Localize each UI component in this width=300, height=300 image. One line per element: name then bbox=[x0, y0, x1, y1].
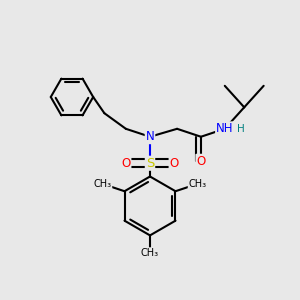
Text: CH₃: CH₃ bbox=[93, 179, 112, 189]
Text: O: O bbox=[169, 157, 179, 170]
Text: NH: NH bbox=[216, 122, 233, 135]
Text: H: H bbox=[237, 124, 245, 134]
Text: O: O bbox=[121, 157, 130, 170]
Text: O: O bbox=[196, 155, 206, 168]
Text: N: N bbox=[146, 130, 154, 143]
Text: CH₃: CH₃ bbox=[188, 179, 207, 189]
Text: S: S bbox=[146, 157, 154, 170]
Text: CH₃: CH₃ bbox=[141, 248, 159, 258]
